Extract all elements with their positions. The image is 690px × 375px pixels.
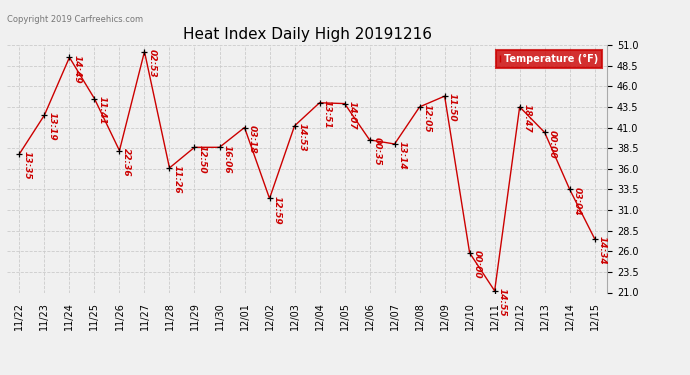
Text: 03:04: 03:04: [573, 187, 582, 215]
Point: [114, 148, 125, 154]
Text: 22:36: 22:36: [122, 148, 131, 177]
Point: [539, 129, 550, 135]
Point: [39, 112, 50, 118]
Point: [139, 49, 150, 55]
Point: [439, 93, 450, 99]
Text: 14:55: 14:55: [497, 288, 506, 317]
Point: [339, 100, 350, 106]
Text: 00:00: 00:00: [547, 130, 556, 158]
Text: 13:35: 13:35: [22, 151, 31, 180]
Text: 13:51: 13:51: [322, 100, 331, 129]
Point: [589, 236, 600, 242]
Point: [239, 124, 250, 130]
Point: [514, 104, 525, 110]
Text: 14:53: 14:53: [297, 123, 306, 152]
Point: [89, 96, 100, 102]
Point: [414, 104, 425, 110]
Point: [314, 100, 325, 106]
Point: [489, 288, 500, 294]
Text: 14:34: 14:34: [598, 236, 607, 265]
Point: [564, 186, 575, 192]
Text: 12:05: 12:05: [422, 104, 431, 133]
Text: 11:26: 11:26: [172, 165, 181, 194]
Point: [214, 144, 225, 150]
Text: 13:14: 13:14: [397, 141, 406, 170]
Text: 12:59: 12:59: [273, 196, 282, 224]
Point: [464, 250, 475, 256]
Point: [64, 54, 75, 60]
Text: 03:18: 03:18: [247, 125, 256, 153]
Point: [14, 151, 25, 157]
Legend: Temperature (°F): Temperature (°F): [496, 50, 602, 68]
Text: 11:50: 11:50: [447, 93, 456, 122]
Text: 02:53: 02:53: [147, 49, 156, 78]
Text: 16:06: 16:06: [222, 144, 231, 173]
Point: [389, 141, 400, 147]
Text: 14:07: 14:07: [347, 101, 356, 129]
Text: 00:35: 00:35: [373, 137, 382, 166]
Text: 13:19: 13:19: [47, 112, 56, 141]
Point: [164, 165, 175, 171]
Text: 14:49: 14:49: [72, 55, 81, 83]
Point: [189, 144, 200, 150]
Text: 11:41: 11:41: [97, 96, 106, 124]
Point: [364, 137, 375, 143]
Point: [289, 123, 300, 129]
Text: 12:50: 12:50: [197, 144, 206, 173]
Text: 18:47: 18:47: [522, 104, 531, 133]
Title: Heat Index Daily High 20191216: Heat Index Daily High 20191216: [183, 27, 431, 42]
Text: 00:00: 00:00: [473, 250, 482, 279]
Point: [264, 195, 275, 201]
Text: Copyright 2019 Carfreehics.com: Copyright 2019 Carfreehics.com: [7, 15, 143, 24]
